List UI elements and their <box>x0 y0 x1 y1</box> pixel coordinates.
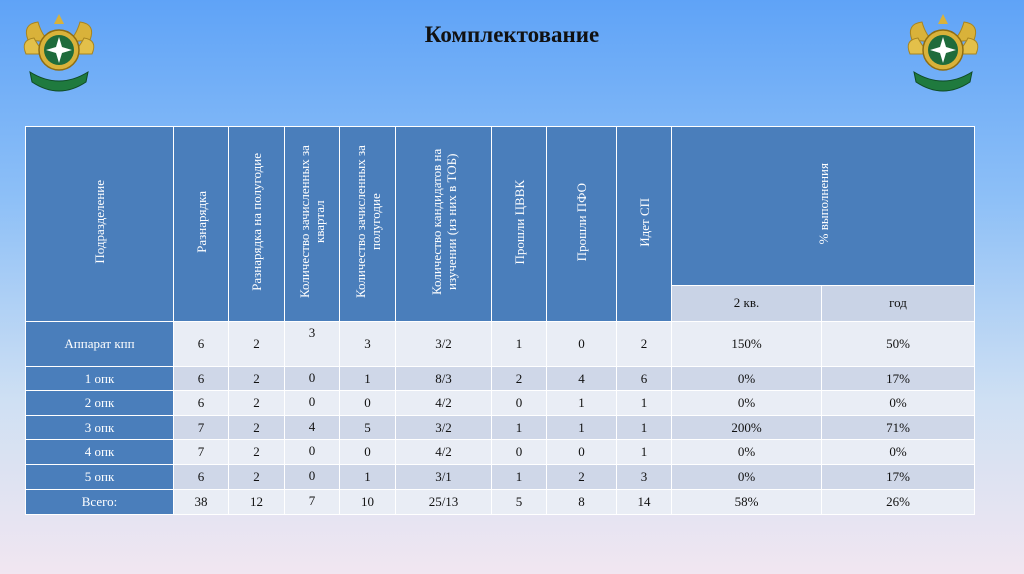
border-service-emblem <box>23 14 95 92</box>
header-candidates: Количество кандидатов на изучении (из ни… <box>395 126 492 322</box>
header-enrolled-half-year: Количество зачисленных за полугодие <box>339 126 396 322</box>
table-row: 1 опк 6 2 0 1 8/3 2 4 6 0% 17% <box>25 366 975 391</box>
header-allocation-half-year: Разнарядка на полугодие <box>228 126 285 322</box>
header-enrolled-quarter: Количество зачисленных за квартал <box>284 126 340 322</box>
table-row: 4 опк 7 2 0 0 4/2 0 0 1 0% 0% <box>25 439 975 465</box>
header-passed-tsvvk: Прошли ЦВВК <box>491 126 547 322</box>
header-allocation: Разнарядка <box>173 126 229 322</box>
subheader-q2: 2 кв. <box>671 284 822 323</box>
header-sp-in-progress: Идет СП <box>616 126 672 322</box>
border-service-emblem <box>907 14 979 92</box>
header-passed-pfo: Прошли ПФО <box>546 126 617 322</box>
table-row: 2 опк 6 2 0 0 4/2 0 1 1 0% 0% <box>25 390 975 416</box>
header-completion-percent: % выполнения <box>671 126 975 286</box>
staffing-table: Подразделение Разнарядка Разнарядка на п… <box>25 126 975 515</box>
table-row: 5 опк 6 2 0 1 3/1 1 2 3 0% 17% <box>25 464 975 490</box>
table-row: Аппарат кпп 6 2 3 3 3/2 1 0 2 150% 50% <box>25 321 975 367</box>
subheader-year: год <box>821 284 975 323</box>
page-title: Комплектование <box>424 22 600 47</box>
table-row-total: Всего: 38 12 7 10 25/13 5 8 14 58% 26% <box>25 489 975 515</box>
table-row: 3 опк 7 2 4 5 3/2 1 1 1 200% 71% <box>25 415 975 440</box>
header-unit: Подразделение <box>25 126 174 322</box>
